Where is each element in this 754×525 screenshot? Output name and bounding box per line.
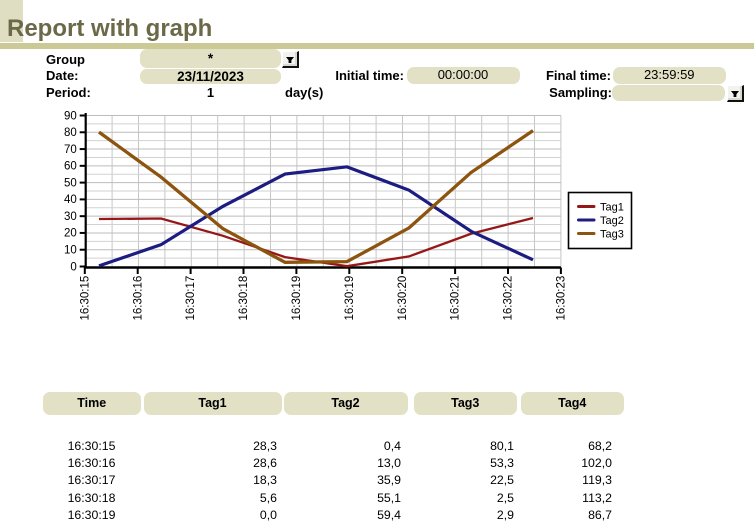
svg-text:16:30:19: 16:30:19 bbox=[344, 276, 356, 321]
svg-text:80: 80 bbox=[64, 127, 77, 139]
svg-text:0: 0 bbox=[70, 261, 76, 273]
svg-text:20: 20 bbox=[64, 228, 77, 240]
svg-text:Tag3: Tag3 bbox=[600, 228, 624, 240]
svg-text:16:30:17: 16:30:17 bbox=[185, 276, 197, 321]
svg-text:16:30:16: 16:30:16 bbox=[132, 276, 144, 321]
svg-text:40: 40 bbox=[64, 194, 77, 206]
svg-text:16:30:22: 16:30:22 bbox=[503, 276, 515, 321]
svg-text:30: 30 bbox=[64, 211, 77, 223]
svg-text:16:30:18: 16:30:18 bbox=[238, 276, 250, 321]
svg-text:10: 10 bbox=[64, 245, 77, 257]
svg-text:16:30:15: 16:30:15 bbox=[79, 276, 91, 321]
svg-text:Tag1: Tag1 bbox=[600, 201, 624, 213]
svg-text:Tag2: Tag2 bbox=[600, 215, 624, 227]
svg-text:70: 70 bbox=[64, 144, 77, 156]
svg-text:60: 60 bbox=[64, 161, 77, 173]
svg-text:16:30:20: 16:30:20 bbox=[397, 276, 409, 321]
svg-text:16:30:23: 16:30:23 bbox=[555, 276, 567, 321]
svg-text:50: 50 bbox=[64, 177, 77, 189]
svg-text:16:30:21: 16:30:21 bbox=[450, 276, 462, 321]
svg-text:90: 90 bbox=[64, 110, 77, 122]
svg-text:16:30:19: 16:30:19 bbox=[291, 276, 303, 321]
